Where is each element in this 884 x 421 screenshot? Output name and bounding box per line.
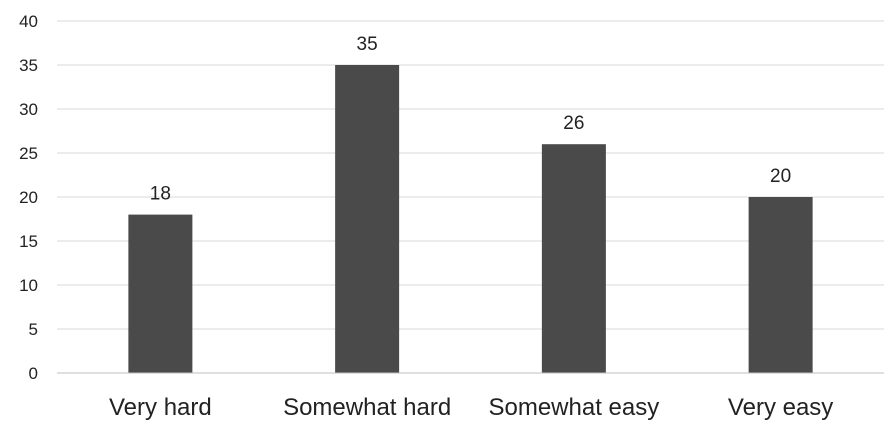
x-category-label: Very hard xyxy=(109,394,212,421)
x-category-label: Somewhat easy xyxy=(488,394,659,421)
y-tick-label: 5 xyxy=(29,320,38,339)
x-category-label: Very easy xyxy=(728,394,833,421)
y-tick-label: 10 xyxy=(19,276,38,295)
bars: 18 35 26 20 xyxy=(128,34,813,373)
y-tick-label: 15 xyxy=(19,232,38,251)
data-label: 26 xyxy=(563,113,584,134)
data-label: 20 xyxy=(770,166,791,187)
bar xyxy=(541,144,606,373)
y-tick-label: 0 xyxy=(29,364,38,383)
y-tick-label: 25 xyxy=(19,144,38,163)
y-tick-label: 20 xyxy=(19,188,38,207)
data-label: 35 xyxy=(357,34,378,55)
gridlines xyxy=(57,20,884,330)
bar xyxy=(335,65,400,373)
y-tick-label: 35 xyxy=(19,56,38,75)
y-tick-label: 30 xyxy=(19,100,38,119)
y-axis: 0 5 10 15 20 25 30 35 40 xyxy=(19,12,38,383)
data-label: 18 xyxy=(150,184,171,205)
y-tick-label: 40 xyxy=(19,12,38,31)
bar xyxy=(128,214,193,373)
bar xyxy=(748,197,813,373)
x-category-label: Somewhat hard xyxy=(283,394,451,421)
x-axis: Very hard Somewhat hard Somewhat easy Very … xyxy=(57,372,884,421)
